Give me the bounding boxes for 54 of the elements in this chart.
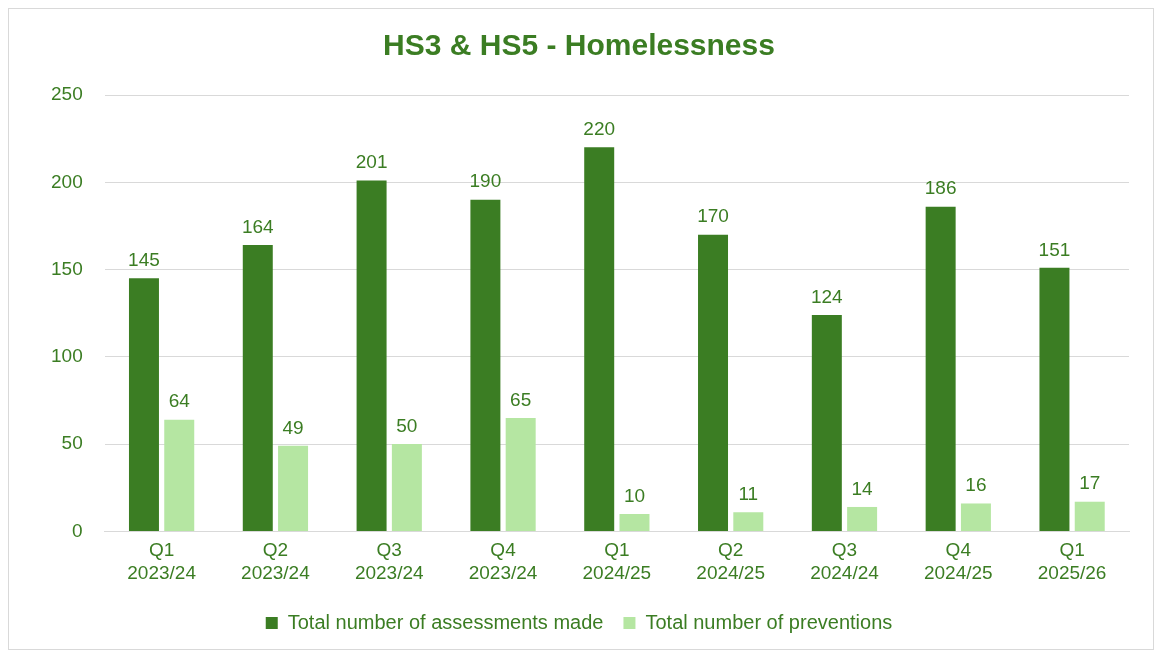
data-label: 10 [623, 484, 646, 506]
data-label: 17 [1079, 472, 1101, 494]
chart-title: HS3 & HS5 - Homelessness [383, 28, 775, 62]
data-label: 65 [510, 388, 532, 410]
y-tick-label: 100 [51, 345, 83, 367]
data-label: 11 [738, 482, 759, 504]
x-tick-label: Q3 2024/24 [810, 539, 880, 583]
x-tick-label: Q1 2023/24 [127, 539, 197, 583]
legend-label: Total number of preventions [645, 610, 893, 633]
bar [733, 512, 764, 531]
bar [925, 206, 956, 531]
bar [505, 417, 536, 531]
x-tick-label: Q2 2023/24 [241, 539, 311, 583]
bar [242, 245, 273, 531]
y-tick-label: 250 [51, 83, 83, 105]
data-label: 49 [282, 416, 304, 438]
data-label: 151 [1038, 238, 1071, 260]
x-tick-label: Q1 2024/25 [582, 539, 652, 583]
y-tick-label: 50 [61, 432, 83, 454]
data-label: 190 [469, 170, 502, 192]
bar [698, 234, 729, 531]
data-label: 186 [924, 177, 957, 199]
bar [960, 503, 991, 531]
bar [584, 147, 615, 531]
y-tick-label: 0 [72, 519, 83, 541]
x-tick-label: Q1 2025/26 [1037, 539, 1107, 583]
data-label: 50 [396, 414, 418, 436]
data-label: 16 [965, 474, 987, 496]
data-label: 124 [810, 285, 844, 307]
y-tick-label: 200 [51, 170, 83, 192]
bar [128, 278, 159, 531]
x-tick-label: Q2 2024/25 [696, 539, 766, 583]
data-label: 220 [583, 118, 616, 140]
y-tick-label: 150 [51, 257, 83, 279]
legend-label: Total number of assessments made [287, 610, 604, 633]
data-label: 170 [697, 205, 729, 227]
x-tick-label: Q4 2023/24 [468, 539, 538, 583]
bar [391, 444, 422, 531]
bar [619, 513, 650, 531]
bar [470, 199, 501, 531]
data-label: 64 [168, 390, 191, 412]
bar [1039, 267, 1070, 531]
bar [278, 445, 309, 531]
data-label: 145 [128, 249, 160, 271]
bar [811, 314, 842, 531]
data-label: 201 [355, 151, 388, 173]
bar [356, 180, 387, 531]
bar [1074, 501, 1105, 531]
data-label: 14 [851, 477, 874, 499]
bar [847, 506, 878, 531]
bar [164, 419, 195, 531]
x-tick-label: Q4 2024/25 [923, 539, 993, 583]
data-label: 164 [241, 215, 275, 237]
x-tick-label: Q3 2023/24 [354, 539, 424, 583]
